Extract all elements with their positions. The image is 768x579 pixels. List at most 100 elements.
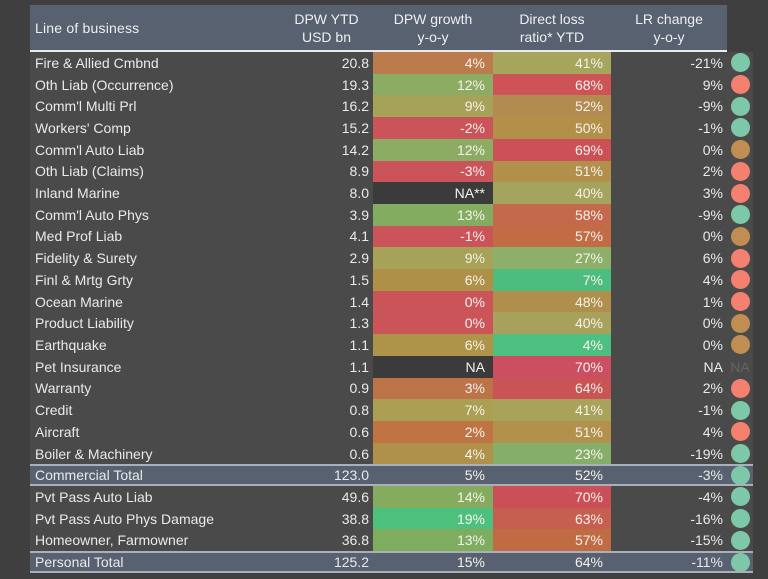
dpw-ytd-value: 0.6 xyxy=(349,423,369,440)
row-label: Earthquake xyxy=(35,336,107,353)
table-row: Workers' Comp 15.2 -2% 50% -1% xyxy=(30,117,753,139)
table-row: Fidelity & Surety 2.9 9% 27% 6% xyxy=(30,247,753,270)
lr-direction-indicator-teal-icon xyxy=(730,205,750,225)
lr-direction-indicator-salmon-icon xyxy=(730,183,750,203)
row-label: Pvt Pass Auto Phys Damage xyxy=(35,510,214,527)
lr-change-value: 0% xyxy=(702,141,723,158)
dpw-ytd-value: 0.9 xyxy=(349,380,369,397)
lr-direction-indicator-salmon-icon xyxy=(730,75,750,95)
table-row: Fire & Allied Cmbnd 20.8 4% 41% -21% xyxy=(30,52,753,74)
row-label: Credit xyxy=(35,402,73,419)
table-row-total: Commercial Total 123.0 5% 52% -3% xyxy=(30,464,753,487)
lr-change-value: -9% xyxy=(698,98,723,115)
lr-direction-indicator-teal-icon xyxy=(730,118,750,138)
loss-ratio-cell: 63% xyxy=(493,507,611,530)
column-header-dpw-ytd: DPW YTD USD bn xyxy=(280,5,373,50)
column-header-line-of-business: Line of business xyxy=(35,19,140,36)
dpw-growth-cell: 9% xyxy=(373,247,493,270)
lr-direction-indicator-tan-icon xyxy=(730,313,750,333)
lr-change-value: -3% xyxy=(698,467,723,484)
lr-indicator-cell xyxy=(727,226,753,248)
column-header-loss-ratio: Direct loss ratio* YTD xyxy=(493,5,611,50)
dpw-growth-cell: 0% xyxy=(373,312,493,335)
row-label: Warranty xyxy=(35,380,92,397)
lr-change-value: 6% xyxy=(702,250,723,267)
dpw-ytd-value: 16.2 xyxy=(341,98,369,115)
dpw-growth-cell: 13% xyxy=(373,529,493,552)
dpw-growth-cell: 3% xyxy=(373,377,493,400)
lr-direction-indicator-teal-icon xyxy=(730,53,750,73)
lr-indicator-cell xyxy=(727,269,753,291)
dpw-growth-cell: 15% xyxy=(456,554,485,571)
lr-direction-indicator-teal-icon xyxy=(730,553,750,571)
lr-direction-indicator-salmon-icon xyxy=(730,161,750,181)
loss-ratio-cell: 58% xyxy=(493,203,611,226)
lr-indicator-cell xyxy=(727,378,753,400)
lr-change-value: -15% xyxy=(690,532,723,549)
dpw-ytd-value: 3.9 xyxy=(349,206,369,223)
table-row: Comm'l Multi Prl 16.2 9% 52% -9% xyxy=(30,95,753,118)
loss-ratio-cell: 41% xyxy=(493,399,611,421)
dpw-ytd-value: 8.0 xyxy=(349,185,369,202)
row-label: Pvt Pass Auto Liab xyxy=(35,488,153,505)
dpw-growth-cell: 7% xyxy=(373,399,493,421)
lr-change-value: -4% xyxy=(698,488,723,505)
dpw-growth-cell: 14% xyxy=(373,486,493,508)
lr-change-value: 2% xyxy=(702,163,723,180)
row-label: Homeowner, Farmowner xyxy=(35,532,189,549)
dpw-growth-cell: 12% xyxy=(373,73,493,96)
lr-indicator-cell xyxy=(727,291,753,313)
lr-indicator-cell xyxy=(727,443,753,465)
lr-direction-indicator-teal-icon xyxy=(730,487,750,507)
row-label: Boiler & Machinery xyxy=(35,445,153,462)
dpw-growth-cell: 13% xyxy=(373,203,493,226)
lr-direction-indicator-teal-icon xyxy=(730,96,750,116)
row-label: Oth Liab (Claims) xyxy=(35,163,144,180)
dpw-ytd-value: 1.5 xyxy=(349,271,369,288)
row-label: Ocean Marine xyxy=(35,293,123,310)
row-label: Fidelity & Surety xyxy=(35,250,137,267)
loss-ratio-cell: 70% xyxy=(493,486,611,508)
dpw-growth-cell: 2% xyxy=(373,420,493,443)
lr-indicator-cell xyxy=(727,204,753,226)
lr-indicator-cell xyxy=(727,74,753,96)
lr-change-value: NA xyxy=(703,358,723,375)
lr-change-value: 9% xyxy=(702,76,723,93)
lr-direction-indicator-salmon-icon xyxy=(730,270,750,290)
dpw-growth-cell: -2% xyxy=(373,117,493,139)
lr-indicator-cell xyxy=(727,466,753,485)
lr-change-value: -21% xyxy=(690,54,723,71)
row-label: Fire & Allied Cmbnd xyxy=(35,54,159,71)
table-row: Oth Liab (Claims) 8.9 -3% 51% 2% xyxy=(30,160,753,183)
dpw-growth-cell: NA** xyxy=(373,182,493,204)
lr-change-value: 0% xyxy=(702,336,723,353)
lr-indicator-cell xyxy=(727,161,753,183)
row-label: Finl & Mrtg Grty xyxy=(35,271,134,288)
lr-change-value: 3% xyxy=(702,185,723,202)
dpw-growth-cell: -3% xyxy=(373,160,493,183)
column-header-loss-ratio-line1: Direct loss xyxy=(519,10,585,27)
dpw-ytd-value: 20.8 xyxy=(341,54,369,71)
dpw-ytd-value: 4.1 xyxy=(349,228,369,245)
loss-ratio-cell: 51% xyxy=(493,160,611,183)
lr-direction-indicator-tan-icon xyxy=(730,226,750,246)
lr-indicator-cell xyxy=(727,508,753,530)
loss-ratio-cell: 7% xyxy=(493,269,611,291)
loss-ratio-cell: 52% xyxy=(493,95,611,118)
column-header-lr-change: LR change y-o-y xyxy=(611,5,727,50)
dpw-growth-cell: 12% xyxy=(373,138,493,161)
dpw-ytd-value: 14.2 xyxy=(341,141,369,158)
lr-direction-indicator-tan-icon xyxy=(730,140,750,160)
row-label: Comm'l Auto Phys xyxy=(35,206,149,223)
table-row: Pvt Pass Auto Phys Damage 38.8 19% 63% -16% xyxy=(30,507,753,530)
lr-change-value: 1% xyxy=(702,293,723,310)
dpw-growth-cell: 19% xyxy=(373,507,493,530)
dpw-ytd-value: 19.3 xyxy=(341,76,369,93)
table-row: Boiler & Machinery 0.6 4% 23% -19% xyxy=(30,442,753,465)
dpw-ytd-value: 1.1 xyxy=(349,336,369,353)
lr-indicator-cell xyxy=(727,247,753,269)
column-header-lr-change-line1: LR change xyxy=(635,10,703,27)
dpw-ytd-value: 1.1 xyxy=(349,358,369,375)
lr-change-value: -16% xyxy=(690,510,723,527)
loss-ratio-cell: 40% xyxy=(493,312,611,335)
